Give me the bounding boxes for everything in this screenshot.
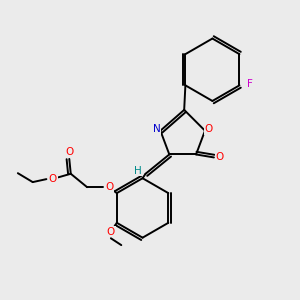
Text: O: O <box>49 174 57 184</box>
Text: O: O <box>204 124 213 134</box>
Text: O: O <box>216 152 224 162</box>
Text: F: F <box>247 79 253 89</box>
Text: H: H <box>134 166 142 176</box>
Text: O: O <box>105 182 113 192</box>
Text: N: N <box>153 124 161 134</box>
Text: O: O <box>65 147 74 158</box>
Text: O: O <box>107 227 115 237</box>
